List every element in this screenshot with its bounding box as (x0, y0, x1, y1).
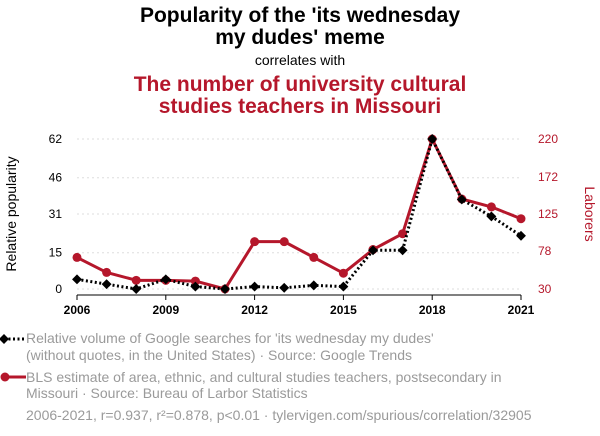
series-bls-point (279, 237, 289, 247)
second-title-line2: studies teachers in Missouri (159, 95, 441, 118)
y-left-tick-label: 46 (49, 171, 63, 185)
series-bls-point (250, 237, 260, 247)
y-left-tick-label: 0 (55, 282, 62, 296)
y-left-tick-label: 62 (49, 132, 63, 146)
x-tick-label: 2021 (508, 303, 535, 317)
series-google-point (72, 274, 82, 285)
y-right-tick-label: 172 (538, 170, 558, 184)
grid-lines (77, 138, 521, 290)
series-bls-point (309, 252, 319, 262)
legend-swatch-bls-marker (0, 372, 10, 382)
series-bls-point (398, 229, 408, 239)
chart-title-line2: my dudes' meme (215, 26, 385, 49)
series-google-point (249, 281, 260, 292)
x-tick-label: 2018 (419, 303, 446, 317)
legend-bls-line2: Missouri · Source: Bureau of Larbor Stat… (26, 385, 308, 401)
x-axis-ticks: 2006 2009 2012 2015 2018 2021 (64, 294, 535, 317)
series-bls-teachers (72, 134, 526, 294)
correlates-with-text: correlates with (255, 52, 345, 68)
series-google-point (131, 284, 142, 294)
x-tick-label: 2015 (330, 303, 357, 317)
legend-google-line2: (without quotes, in the United States) ·… (26, 347, 412, 363)
x-tick-label: 2009 (152, 303, 179, 317)
y-right-tick-label: 125 (538, 207, 558, 221)
series-google-point (101, 279, 112, 290)
series-google-line (76, 137, 522, 291)
legend-swatch-google-marker (0, 334, 9, 344)
series-google-point (427, 134, 438, 144)
y-right-tick-label: 78 (538, 244, 552, 258)
x-tick-label: 2006 (64, 303, 91, 317)
footer-stats: 2006-2021, r=0.937, r²=0.878, p<0.01 · t… (26, 407, 532, 423)
series-bls-point (131, 275, 141, 285)
series-google-point (160, 274, 171, 285)
series-bls-point (102, 267, 112, 277)
series-bls-line (76, 137, 522, 291)
legend-item-google: Relative volume of Google searches for '… (0, 330, 434, 363)
series-google-point (220, 284, 230, 294)
second-title-line1: The number of university cultural (134, 73, 467, 96)
series-google-point (456, 194, 467, 205)
series-google-point (368, 245, 378, 256)
right-axis-ticks: 30 78 125 172 220 (538, 132, 558, 296)
y-left-tick-label: 31 (49, 207, 63, 221)
series-google-point (516, 230, 526, 241)
series-google-point (279, 282, 290, 293)
series-google-point (190, 281, 201, 292)
legend-google-line1: Relative volume of Google searches for '… (26, 330, 434, 346)
chart-title-line1: Popularity of the 'its wednesday (140, 4, 460, 27)
series-bls-point (72, 252, 82, 262)
series-bls-point (486, 202, 496, 212)
y-right-tick-label: 30 (538, 282, 552, 296)
series-google-point (308, 280, 319, 291)
series-bls-point (190, 276, 200, 286)
y-right-tick-label: 220 (538, 132, 558, 146)
legend-item-bls: BLS estimate of area, ethnic, and cultur… (0, 369, 502, 401)
x-tick-label: 2012 (241, 303, 268, 317)
series-bls-point (516, 214, 526, 224)
series-google-point (397, 245, 408, 256)
legend-bls-line1: BLS estimate of area, ethnic, and cultur… (26, 369, 502, 385)
series-google-point (486, 211, 497, 222)
y-axis-right-label: Laborers (582, 186, 598, 241)
series-bls-point (338, 268, 348, 278)
y-left-tick-label: 15 (49, 246, 63, 260)
left-axis-ticks: 0 15 31 46 62 (49, 132, 63, 296)
y-axis-left-label: Relative popularity (3, 156, 19, 271)
series-google-point (338, 281, 349, 292)
